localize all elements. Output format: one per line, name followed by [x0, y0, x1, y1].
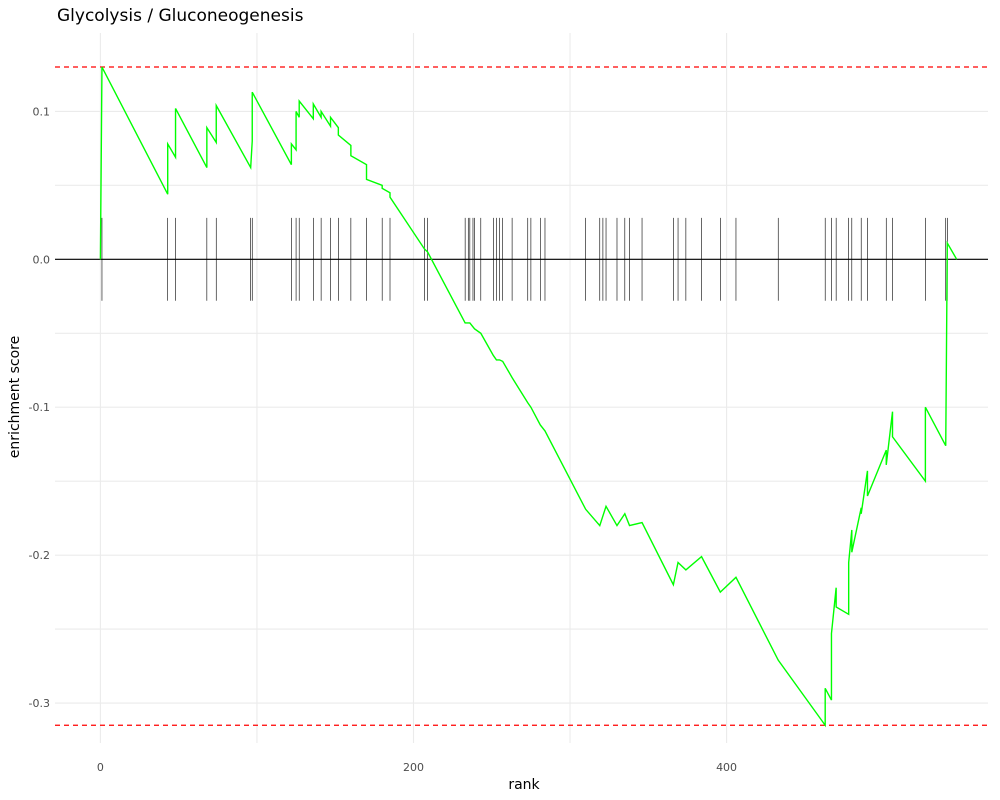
x-tick-label: 200: [403, 761, 424, 774]
x-tick-label: 400: [716, 761, 737, 774]
enrichment-score-line: [99, 66, 958, 728]
y-tick-label: 0.0: [33, 253, 51, 266]
y-axis-label: enrichment score: [7, 336, 23, 458]
y-tick-label: -0.3: [29, 697, 50, 710]
grid: [55, 33, 988, 743]
y-tick-label: -0.1: [29, 401, 50, 414]
x-tick-label: 0: [97, 761, 104, 774]
x-axis-label: rank: [508, 777, 540, 793]
tick-labels: 0 200 400 -0.3 -0.2 -0.1 0.0 0.1: [29, 105, 738, 774]
y-tick-label: 0.1: [33, 105, 51, 118]
chart-title: Glycolysis / Gluconeogenesis: [57, 6, 304, 26]
y-tick-label: -0.2: [29, 549, 50, 562]
